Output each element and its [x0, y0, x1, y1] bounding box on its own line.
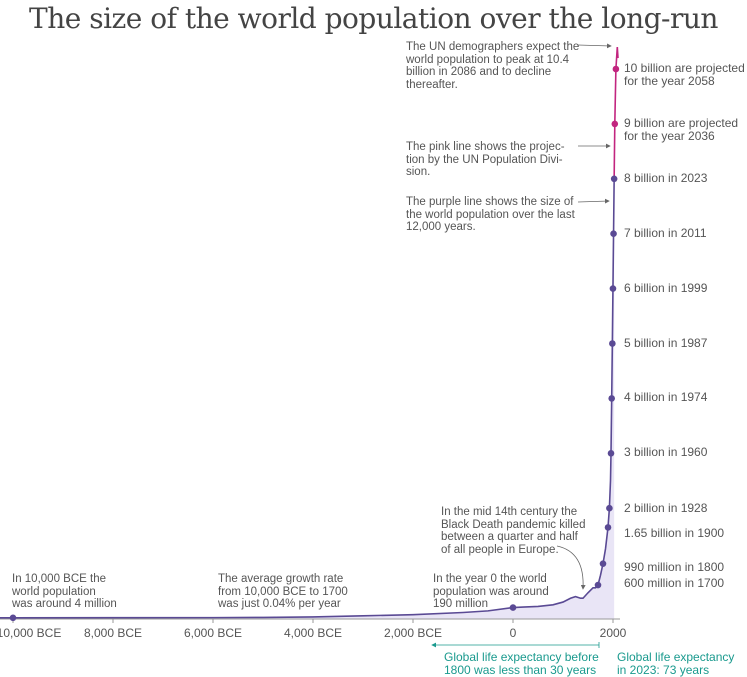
- x-tick-label: 4,000 BCE: [283, 626, 343, 640]
- data-point: [610, 175, 618, 183]
- data-point-label: 7 billion in 2011: [624, 225, 707, 240]
- data-point: [607, 450, 615, 457]
- data-point-label: 10 billion are projected for the year 20…: [624, 61, 745, 88]
- arrow-peak: [577, 43, 612, 49]
- data-point-label: 5 billion in 1987: [624, 335, 708, 350]
- annotation-pink-line: The pink line shows the projec- tion by …: [406, 141, 565, 178]
- data-point: [611, 120, 619, 128]
- annotation-year-0: In the year 0 the world population was a…: [433, 573, 549, 610]
- annotation-life-expectancy-2023: Global life expectancy in 2023: 73 years: [617, 650, 735, 677]
- data-point-label: 600 million in 1700: [624, 576, 725, 590]
- data-point-label: 4 billion in 1974: [624, 390, 708, 405]
- data-point: [604, 524, 612, 531]
- x-tick-label: 10,000 BCE: [0, 626, 62, 640]
- x-tick-label: 0: [509, 626, 517, 640]
- annotation-black-death: In the mid 14th century the Black Death …: [441, 506, 586, 556]
- data-point: [610, 230, 617, 237]
- data-point: [609, 285, 617, 292]
- x-tick-label: 6,000 BCE: [183, 626, 243, 640]
- data-point: [606, 504, 613, 512]
- x-tick-label: 2000: [599, 626, 627, 640]
- data-point-label: 6 billion in 1999: [624, 280, 708, 295]
- data-point: [594, 581, 602, 589]
- data-point-label: 3 billion in 1960: [624, 445, 708, 460]
- data-point: [608, 395, 615, 402]
- data-point: [9, 614, 17, 622]
- annotation-life-expectancy-before-1800: Global life expectancy before 1800 was l…: [444, 650, 599, 677]
- data-point: [599, 560, 607, 567]
- data-point: [609, 340, 616, 347]
- data-point: [612, 65, 620, 73]
- data-point-label: 9 billion are projected for the year 203…: [624, 115, 739, 143]
- annotation-10000-bce: In 10,000 BCE the world population was a…: [12, 573, 117, 610]
- data-point-label: 1.65 billion in 1900: [624, 526, 725, 540]
- x-tick-label: 8,000 BCE: [83, 626, 143, 640]
- historical-population-line: [0, 178, 615, 619]
- chart-title: The size of the world population over th…: [29, 2, 718, 35]
- data-point-label: 990 million in 1800: [624, 560, 725, 574]
- arrow-black-death: [556, 545, 586, 590]
- annotation-peak: The UN demographers expect the world pop…: [406, 41, 580, 91]
- arrow-purple: [577, 198, 610, 204]
- x-tick-label: 2,000 BCE: [383, 626, 443, 640]
- data-point-label: 8 billion in 2023: [624, 170, 708, 185]
- data-point: [509, 604, 517, 611]
- annotation-growth-rate: The average growth rate from 10,000 BCE …: [218, 573, 348, 610]
- annotation-purple-line: The purple line shows the size of the wo…: [406, 196, 575, 233]
- data-point-label: 2 billion in 1928: [624, 501, 708, 515]
